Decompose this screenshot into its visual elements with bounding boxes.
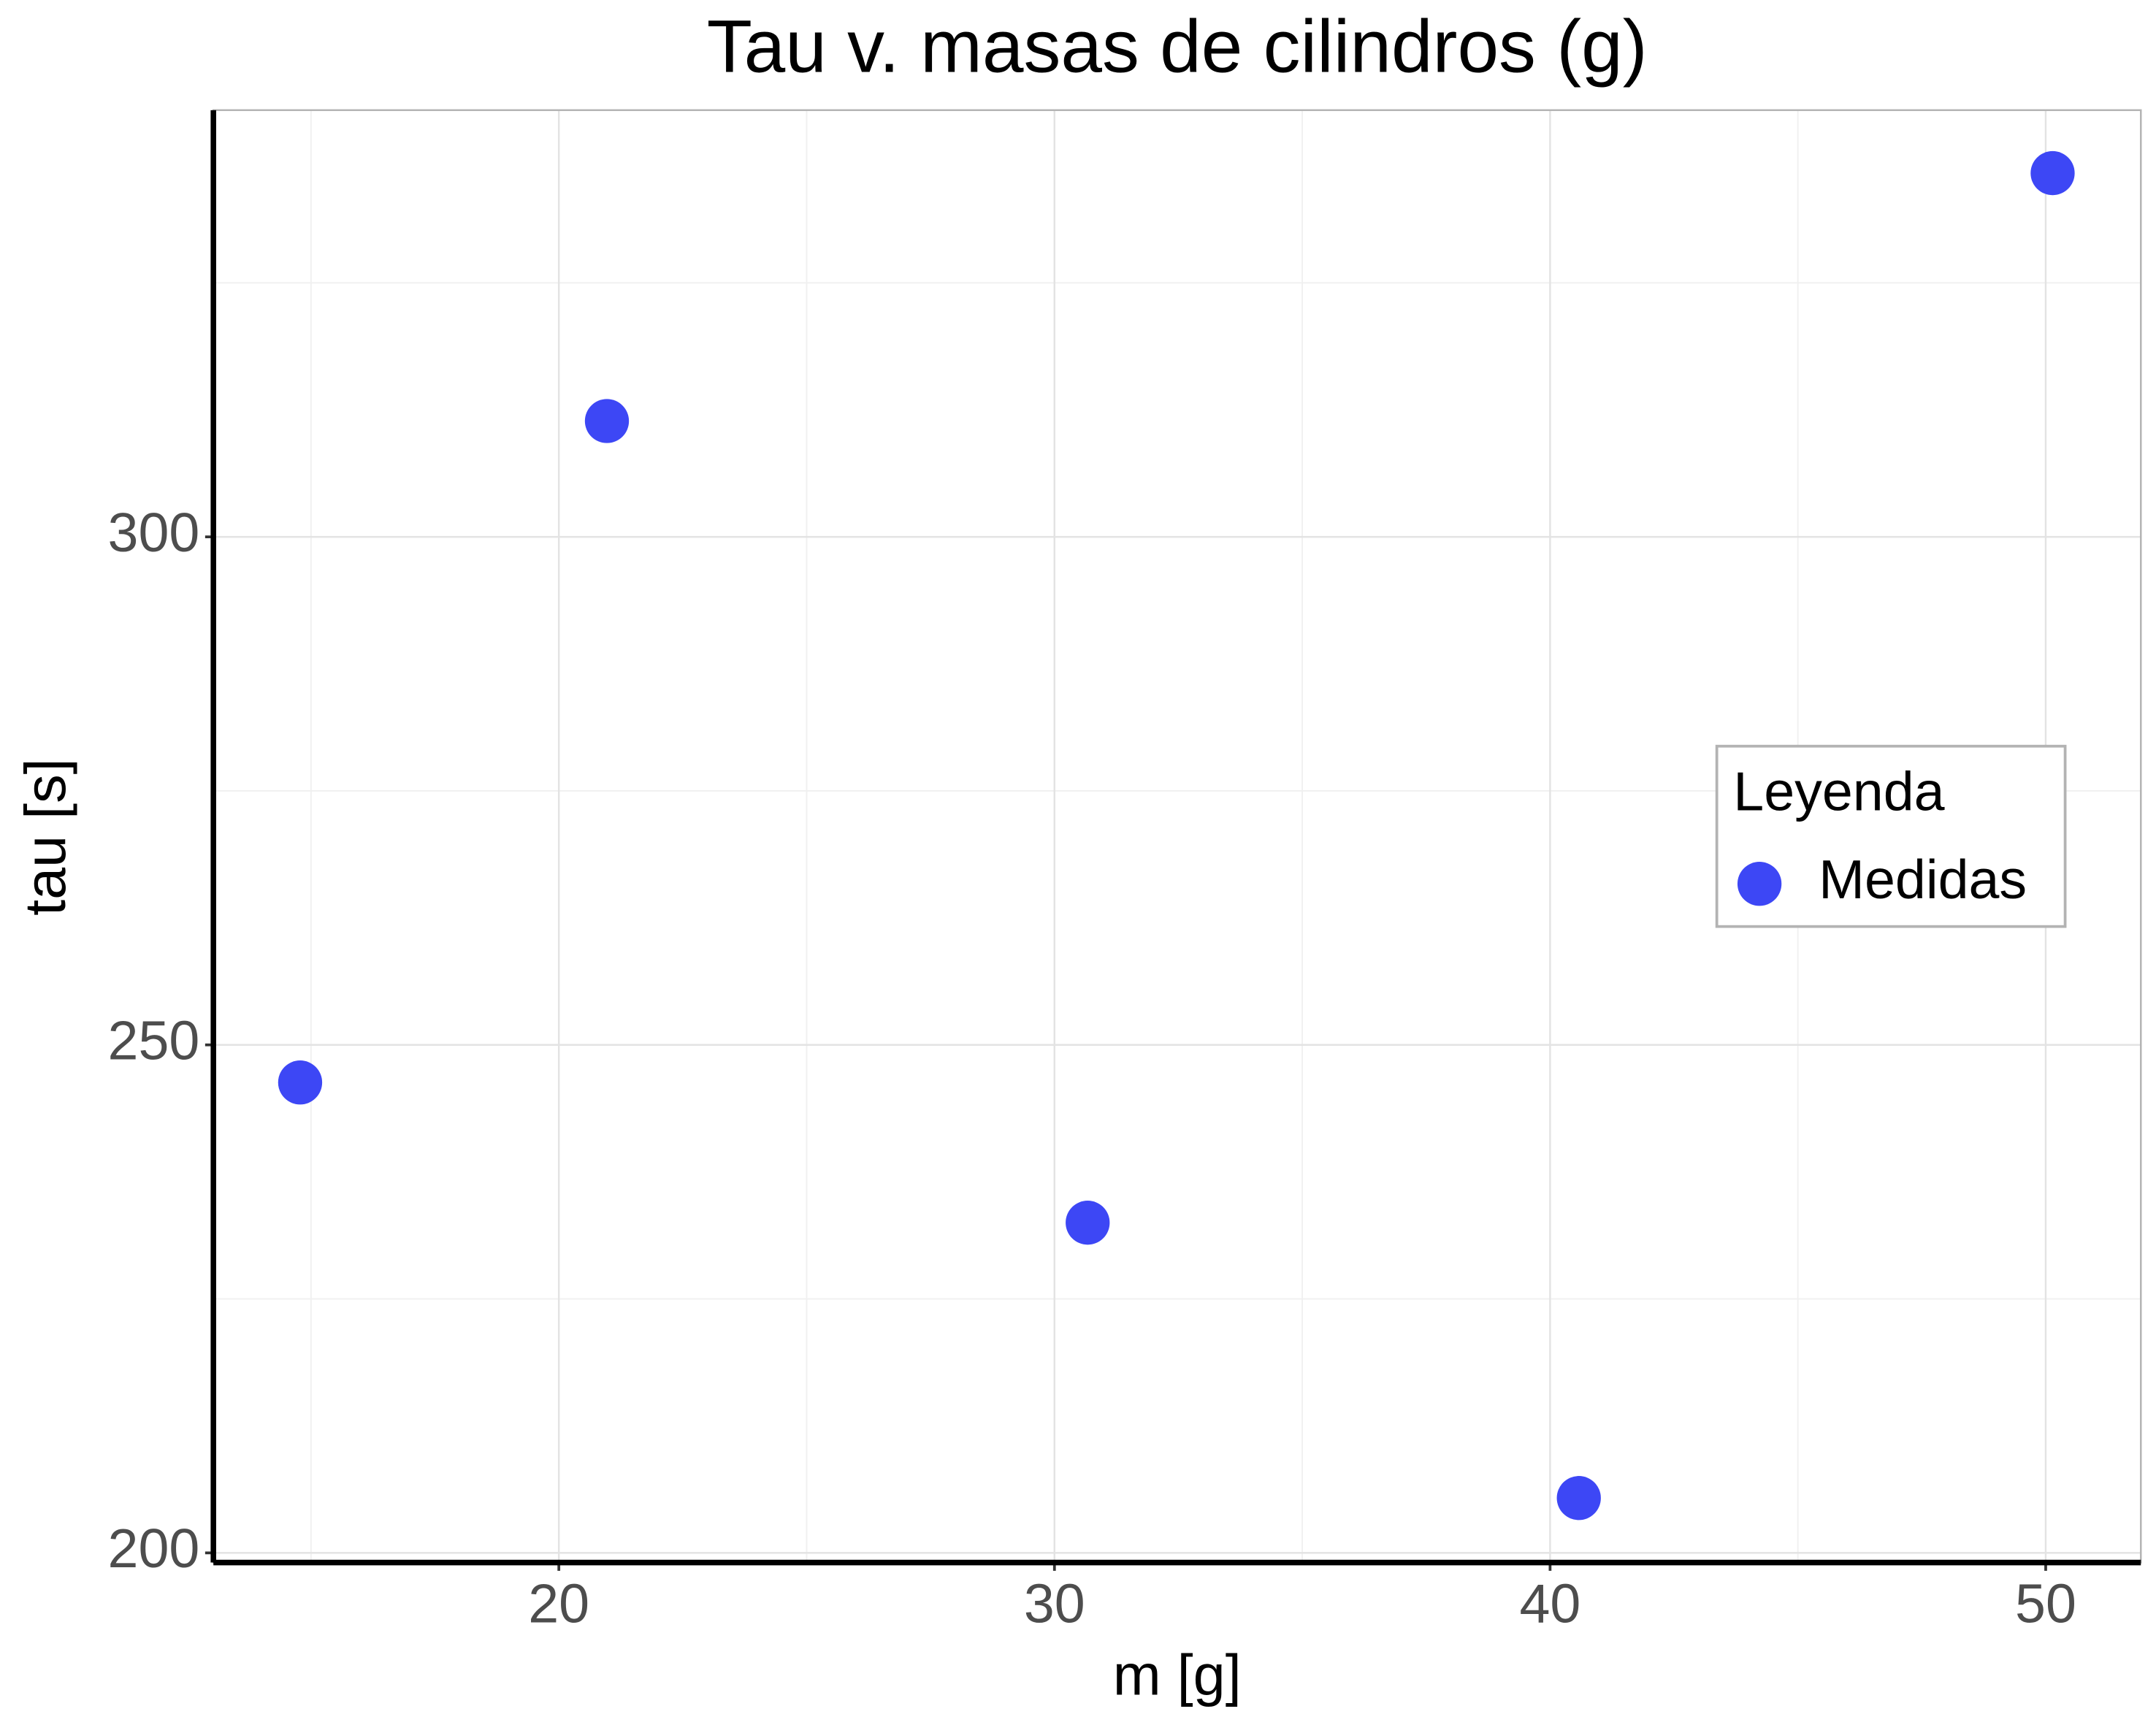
point bbox=[278, 1060, 323, 1105]
x-tick-label: 30 bbox=[1024, 1573, 1085, 1634]
legend-title: Leyenda bbox=[1733, 760, 1944, 822]
x-tick-label: 40 bbox=[1519, 1573, 1580, 1634]
legend-marker bbox=[1737, 862, 1782, 906]
y-axis-title: tau [s] bbox=[12, 758, 77, 916]
legend-label: Medidas bbox=[1819, 849, 2027, 910]
point bbox=[2030, 150, 2075, 196]
x-axis-title: m [g] bbox=[1113, 1642, 1242, 1707]
x-tick-label: 50 bbox=[2015, 1573, 2076, 1634]
point bbox=[1066, 1201, 1110, 1245]
point bbox=[584, 399, 630, 443]
y-tick-label: 200 bbox=[108, 1518, 200, 1579]
y-tick-label: 300 bbox=[108, 502, 200, 563]
chart-title: Tau v. masas de cilindros (g) bbox=[707, 5, 1648, 88]
point bbox=[1556, 1476, 1601, 1521]
x-tick-label: 20 bbox=[528, 1573, 589, 1634]
y-tick-label: 250 bbox=[108, 1010, 200, 1071]
